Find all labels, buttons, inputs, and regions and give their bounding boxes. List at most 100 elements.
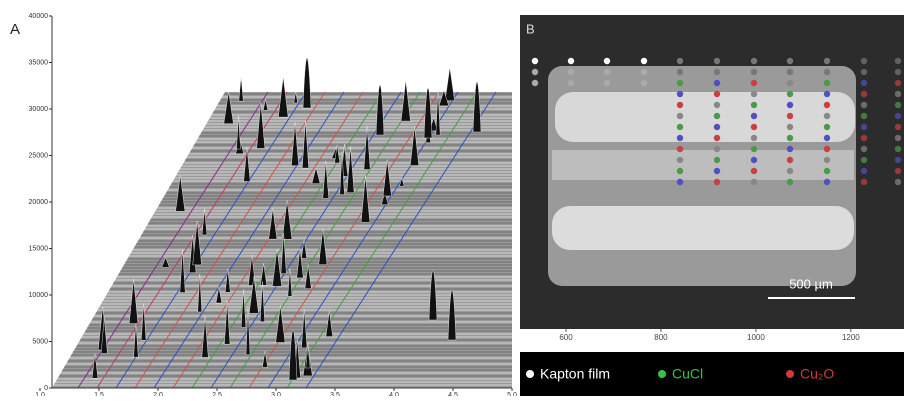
peak [140,303,147,341]
spot [894,90,902,98]
spot [567,68,575,76]
spot [640,79,648,87]
peak [275,305,286,343]
spot [750,167,758,175]
spot [786,145,794,153]
peak [381,191,389,205]
peak [444,67,455,102]
spot [603,68,611,76]
spot [894,178,902,186]
spot [786,156,794,164]
panel-label: A [10,21,20,38]
spot [894,134,902,142]
y-tick-label: 35000 [29,59,49,66]
peak [282,200,293,240]
spot [676,90,684,98]
y-tick-label: 15000 [29,245,49,252]
panel-a: 0 5000 10000 15000 20000 25000 30000 35000 40000… [10,13,517,399]
x-tick-label: 1200 [842,333,860,342]
peak [304,264,312,289]
spot [676,145,684,153]
peak [215,287,223,304]
spot [786,134,794,142]
spot [676,134,684,142]
peak [447,289,457,341]
spot [640,57,648,65]
spot [531,79,539,87]
peak [201,316,209,358]
spot [860,79,868,87]
mid-band [552,150,854,180]
reflection-line [191,91,383,389]
spot [713,101,721,109]
reflection-line [153,91,345,389]
peak [322,160,329,199]
spot [860,156,868,164]
peak [302,57,312,109]
spot [894,57,902,65]
spot [713,134,721,142]
spot [786,123,794,131]
y-tick-label: 10000 [29,292,49,299]
legend-swatch [786,370,794,378]
y-tick-label: 30000 [29,106,49,113]
peak [305,345,311,369]
peak [201,209,208,236]
x-tick-label: 1000 [747,333,765,342]
spot [894,101,902,109]
spot [860,112,868,120]
spot [750,156,758,164]
reflection-line [229,91,421,389]
legend-label: Cu₂O [800,366,834,382]
spot [750,101,758,109]
peak [224,301,231,345]
peak [410,126,420,166]
peak [260,263,268,286]
spot [786,101,794,109]
peak [278,76,289,118]
spot [750,68,758,76]
spot [860,68,868,76]
peak [259,281,265,322]
peak [301,120,309,169]
spot [603,57,611,65]
spot [676,156,684,164]
reflection-line [286,91,478,389]
spot [676,79,684,87]
peak [179,249,186,293]
peak [268,208,278,240]
x-tick-label: 4.5 [448,392,458,396]
bright-band [555,92,855,142]
spot [823,134,831,142]
x-tick-label: 1.5 [94,392,104,396]
spot [713,178,721,186]
spot [823,101,831,109]
legend-label: CuCl [672,366,703,382]
peak [197,273,203,313]
spot [894,68,902,76]
spot [894,156,902,164]
y-tick-label: 5000 [32,338,48,345]
spot [894,167,902,175]
peak [91,353,99,379]
reflection-line [305,91,497,389]
x-tick-label: 3.5 [330,392,340,396]
spot [713,90,721,98]
spot [860,134,868,142]
peak [272,249,282,287]
spot [531,57,539,65]
peak [301,239,307,259]
spot [894,145,902,153]
peak [224,268,231,293]
y-tick-label: 0 [44,385,48,392]
x-tick-label: 2.0 [153,392,163,396]
spot [713,156,721,164]
spot [823,123,831,131]
spot [786,167,794,175]
peak [223,91,234,124]
peak [339,151,345,195]
peak [400,80,411,122]
spot [531,68,539,76]
peak [375,84,385,136]
